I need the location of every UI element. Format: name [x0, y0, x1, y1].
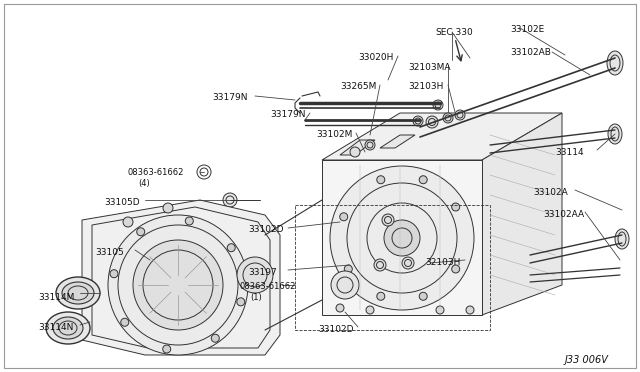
Text: 32103H: 32103H [425, 258, 460, 267]
Text: 32103MA: 32103MA [408, 63, 451, 72]
Ellipse shape [62, 282, 94, 304]
Ellipse shape [608, 124, 622, 144]
Ellipse shape [615, 229, 629, 249]
Circle shape [466, 306, 474, 314]
Circle shape [137, 228, 145, 236]
Circle shape [377, 176, 385, 184]
Text: 33102D: 33102D [318, 325, 353, 334]
Circle shape [223, 193, 237, 207]
Text: 33102A: 33102A [533, 188, 568, 197]
Ellipse shape [53, 317, 83, 339]
Circle shape [163, 345, 171, 353]
Circle shape [413, 116, 423, 126]
Circle shape [211, 334, 220, 342]
Circle shape [350, 147, 360, 157]
Polygon shape [82, 200, 280, 355]
Text: 33179N: 33179N [270, 110, 305, 119]
Text: 33197: 33197 [248, 268, 276, 277]
Circle shape [374, 259, 386, 271]
Circle shape [227, 244, 236, 252]
Circle shape [436, 306, 444, 314]
Circle shape [237, 257, 273, 293]
Circle shape [452, 265, 460, 273]
Circle shape [365, 140, 375, 150]
Text: J33 006V: J33 006V [565, 355, 609, 365]
Text: 33102E: 33102E [510, 25, 544, 34]
Text: 33114M: 33114M [38, 293, 74, 302]
Circle shape [186, 217, 193, 225]
Polygon shape [380, 135, 415, 148]
Circle shape [419, 292, 428, 300]
Circle shape [455, 110, 465, 120]
Circle shape [110, 270, 118, 278]
Circle shape [366, 306, 374, 314]
Polygon shape [482, 113, 562, 315]
Circle shape [443, 113, 453, 123]
Circle shape [340, 213, 348, 221]
Circle shape [331, 271, 359, 299]
Circle shape [133, 240, 223, 330]
Text: 33114: 33114 [555, 148, 584, 157]
Text: 33105D: 33105D [104, 198, 140, 207]
Polygon shape [322, 113, 562, 160]
Polygon shape [340, 140, 375, 155]
Text: (1): (1) [250, 293, 262, 302]
Text: 33102D: 33102D [248, 225, 284, 234]
Circle shape [163, 203, 173, 213]
Text: 32103H: 32103H [408, 82, 444, 91]
Text: 33114N: 33114N [38, 323, 74, 332]
Circle shape [237, 298, 244, 306]
Text: 33179N: 33179N [212, 93, 248, 102]
Text: (4): (4) [138, 179, 150, 188]
Ellipse shape [46, 312, 90, 344]
Text: 33265M: 33265M [340, 82, 376, 91]
Circle shape [377, 292, 385, 300]
Text: 33102M: 33102M [316, 130, 353, 139]
Circle shape [330, 166, 474, 310]
Circle shape [121, 318, 129, 326]
Circle shape [384, 220, 420, 256]
Circle shape [108, 215, 248, 355]
Circle shape [382, 214, 394, 226]
Ellipse shape [56, 277, 100, 309]
Circle shape [426, 116, 438, 128]
Text: 33105: 33105 [95, 248, 124, 257]
Text: 33102AB: 33102AB [510, 48, 551, 57]
Text: SEC.330: SEC.330 [435, 28, 473, 37]
Circle shape [452, 203, 460, 211]
Circle shape [419, 176, 428, 184]
Text: 33020H: 33020H [358, 53, 394, 62]
Circle shape [123, 217, 133, 227]
Text: 33102AA: 33102AA [543, 210, 584, 219]
Circle shape [344, 265, 352, 273]
Text: 08363-61662: 08363-61662 [128, 168, 184, 177]
Text: 08363-61662: 08363-61662 [240, 282, 296, 291]
Circle shape [336, 304, 344, 312]
Circle shape [402, 257, 414, 269]
Ellipse shape [607, 51, 623, 75]
Circle shape [433, 100, 443, 110]
Polygon shape [322, 160, 482, 315]
